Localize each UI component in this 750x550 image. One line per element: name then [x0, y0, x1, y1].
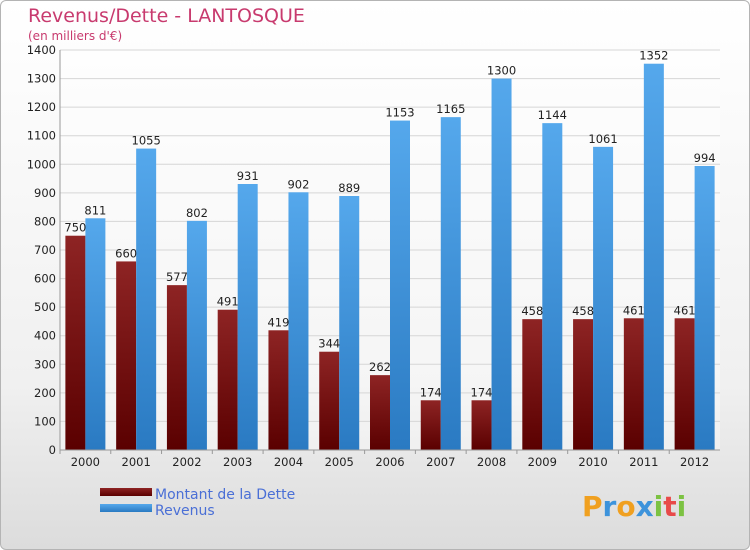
data-label: 1061 [588, 132, 617, 146]
bar-dette [116, 261, 137, 450]
data-label: 1352 [639, 49, 668, 63]
legend-label-debt: Montant de la Dette [155, 487, 295, 503]
bar-revenus [593, 146, 614, 450]
logo-letter: P [582, 490, 603, 523]
data-label: 931 [237, 169, 259, 183]
y-tick-label: 700 [34, 243, 56, 257]
y-tick-label: 600 [34, 272, 56, 286]
data-label: 1144 [538, 108, 567, 122]
x-tick-label: 2000 [71, 455, 100, 469]
bar-revenus [237, 184, 258, 450]
data-label: 802 [186, 206, 208, 220]
bar-revenus [694, 166, 715, 450]
y-tick-label: 1000 [27, 157, 56, 171]
bar-dette [166, 285, 187, 450]
data-label: 461 [623, 303, 645, 317]
data-label: 811 [84, 203, 106, 217]
bar-revenus [85, 218, 106, 450]
data-label: 458 [521, 304, 543, 318]
logo-letter: o [616, 490, 635, 523]
bar-revenus [491, 78, 512, 451]
y-tick-label: 0 [49, 443, 56, 457]
y-tick-label: 900 [34, 186, 56, 200]
x-tick-label: 2008 [477, 455, 506, 469]
bar-dette [522, 319, 543, 450]
x-tick-label: 2007 [426, 455, 455, 469]
x-tick-label: 2010 [578, 455, 607, 469]
bar-dette [268, 330, 289, 450]
x-tick-label: 2003 [223, 455, 252, 469]
bar-dette [573, 319, 594, 450]
y-tick-label: 1400 [27, 43, 56, 57]
legend-swatch-revenus [100, 504, 152, 512]
data-label: 889 [338, 181, 360, 195]
bar-revenus [390, 120, 410, 451]
data-label: 1153 [385, 106, 414, 120]
x-tick-label: 2001 [122, 455, 151, 469]
data-label: 1055 [132, 134, 161, 148]
chart-subtitle: (en milliers d'€) [28, 29, 122, 43]
data-label: 1165 [436, 102, 465, 116]
data-label: 344 [318, 337, 340, 351]
bar-dette [65, 235, 86, 450]
x-tick-label: 2012 [680, 455, 709, 469]
y-tick-label: 500 [34, 300, 56, 314]
y-tick-label: 300 [34, 357, 56, 371]
data-label: 902 [287, 177, 309, 191]
bar-dette [370, 375, 390, 450]
data-label: 577 [166, 270, 188, 284]
bar-dette [420, 400, 441, 450]
chart-title: Revenus/Dette - LANTOSQUE [28, 5, 305, 27]
bar-dette [217, 309, 238, 450]
bar-revenus [186, 220, 207, 450]
y-tick-label: 800 [34, 214, 56, 228]
legend-label-revenus: Revenus [155, 503, 215, 519]
bar-revenus [288, 192, 309, 451]
bar-dette [319, 351, 340, 450]
x-tick-label: 2011 [629, 455, 658, 469]
data-label: 994 [694, 151, 716, 165]
bar-revenus [643, 63, 664, 450]
bar-revenus [136, 148, 157, 451]
bar-revenus [440, 117, 461, 451]
data-label: 419 [267, 315, 289, 329]
data-label: 458 [572, 304, 594, 318]
logo-letter: x [636, 490, 654, 523]
data-label: 262 [369, 360, 391, 374]
data-label: 174 [471, 385, 493, 399]
x-tick-label: 2005 [325, 455, 354, 469]
data-label: 461 [674, 303, 696, 317]
y-tick-label: 200 [34, 386, 56, 400]
data-label: 174 [420, 385, 442, 399]
proxiti-logo: Proxiti [582, 490, 686, 523]
legend-swatch-debt [100, 488, 152, 496]
data-label: 1300 [487, 64, 516, 78]
data-label: 660 [115, 246, 137, 260]
data-label: 491 [217, 295, 239, 309]
y-tick-label: 100 [34, 414, 56, 428]
y-tick-label: 1200 [27, 100, 56, 114]
x-tick-label: 2006 [375, 455, 404, 469]
x-tick-label: 2004 [274, 455, 303, 469]
data-label: 750 [64, 221, 86, 235]
logo-letter: i [654, 490, 664, 523]
bar-dette [674, 318, 695, 450]
y-tick-label: 1300 [27, 72, 56, 86]
bar-revenus [339, 196, 360, 450]
logo-letter: t [663, 490, 676, 523]
y-tick-label: 1100 [27, 129, 56, 143]
bar-revenus [542, 123, 563, 451]
x-tick-label: 2002 [172, 455, 201, 469]
logo-letter: r [603, 490, 617, 523]
bar-dette [623, 318, 644, 450]
bar-dette [471, 400, 492, 450]
x-tick-label: 2009 [528, 455, 557, 469]
y-tick-label: 400 [34, 329, 56, 343]
logo-letter: i [677, 490, 687, 523]
